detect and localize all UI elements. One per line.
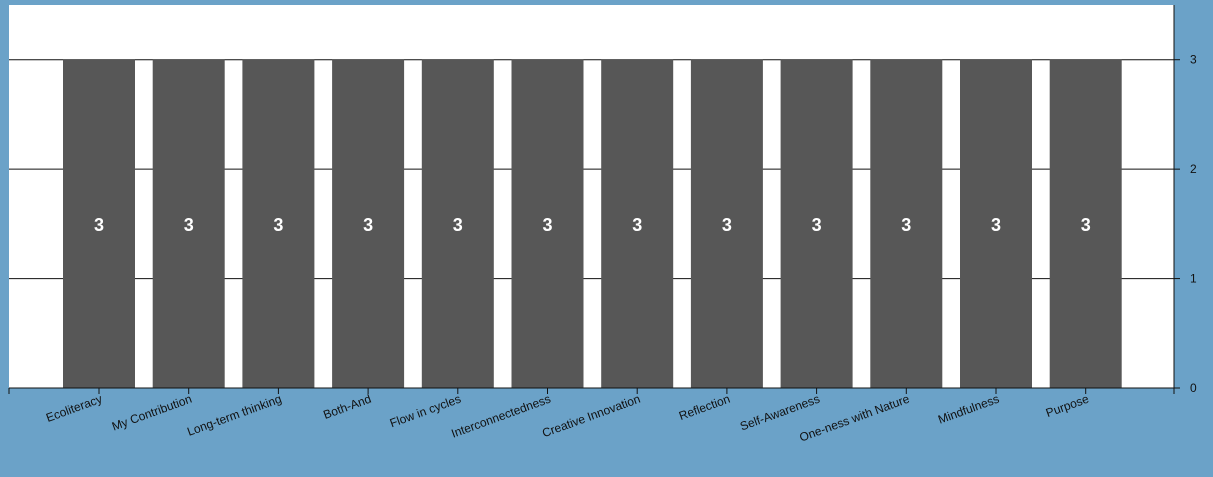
bar	[511, 59, 584, 388]
data-labels: 3 3 3 3 3 3 3 3 3 3 3 3	[94, 215, 1091, 235]
bar-data-label: 3	[632, 215, 642, 235]
y-tick-label: 2	[1190, 162, 1197, 176]
bar-data-label: 3	[273, 215, 283, 235]
bar	[332, 59, 405, 388]
bar	[242, 59, 315, 388]
bar	[960, 59, 1032, 388]
bar-data-label: 3	[94, 215, 104, 235]
y-tick-label: 1	[1190, 272, 1197, 286]
y-tick-label: 0	[1190, 381, 1197, 395]
bar-data-label: 3	[722, 215, 732, 235]
bar-data-label: 3	[184, 215, 194, 235]
bar-data-label: 3	[901, 215, 911, 235]
bar-data-label: 3	[812, 215, 822, 235]
bar-data-label: 3	[991, 215, 1001, 235]
bar	[601, 59, 674, 388]
bar-data-label: 3	[1081, 215, 1091, 235]
bar	[421, 59, 494, 388]
bar-data-label: 3	[542, 215, 552, 235]
bar	[152, 59, 225, 388]
bar	[690, 59, 763, 388]
y-tick-label: 3	[1190, 53, 1197, 67]
bar	[870, 59, 943, 388]
axes	[8, 5, 1180, 394]
bar	[780, 59, 853, 388]
bar-data-label: 3	[363, 215, 373, 235]
bar	[1049, 59, 1122, 388]
y-tick-labels: 0 1 2 3	[1190, 53, 1197, 395]
bar-data-label: 3	[453, 215, 463, 235]
bars	[63, 59, 1122, 388]
bar	[63, 59, 135, 388]
